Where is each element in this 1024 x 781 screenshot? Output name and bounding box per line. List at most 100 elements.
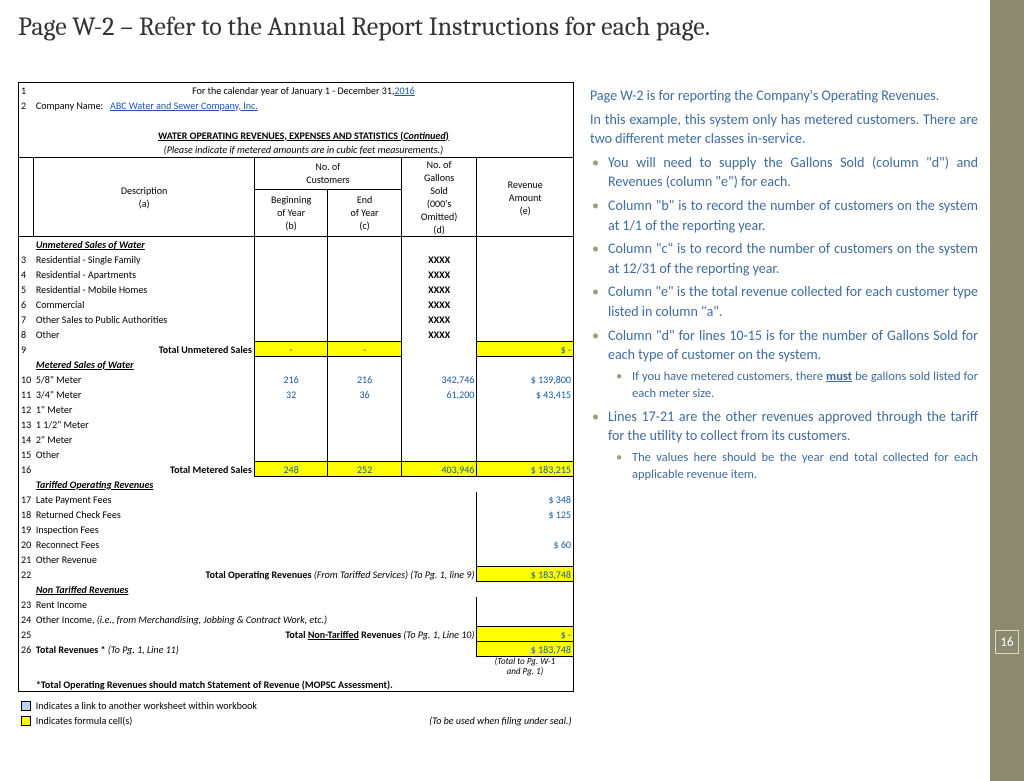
line-num: 10 [19,372,34,387]
line-num: 21 [19,552,34,567]
row-desc: 1" Meter [34,402,254,417]
cell: 32 [254,387,327,402]
line-num: 6 [19,297,34,312]
line-num: 24 [19,612,34,627]
cell: XXXX [401,312,477,327]
cell: $ 348 [477,492,574,507]
row-desc: Residential - Mobile Homes [34,282,254,297]
line-num: 26 [19,642,34,657]
formula-cell: 248 [254,462,327,477]
note-p1: Page W-2 is for reporting the Company's … [590,86,978,106]
line-num: 11 [19,387,34,402]
line-num: 18 [19,507,34,522]
total-revenues-label: Total Revenues * (To Pg. 1, Line 11) [34,642,477,657]
row-desc: Rent Income [34,597,477,612]
line-num: 7 [19,312,34,327]
row-desc: 1 1/2" Meter [34,417,254,432]
page-title: Page W-2 – Refer to the Annual Report In… [18,12,710,42]
note-bullet: Column "e" is the total revenue collecte… [604,282,978,321]
col-end: Endof Year(c) [328,189,401,236]
notes-panel: Page W-2 is for reporting the Company's … [590,86,978,488]
calendar-year: For the calendar year of January 1 - Dec… [34,83,574,98]
worksheet: 1 For the calendar year of January 1 - D… [18,82,574,728]
line-num: 3 [19,252,34,267]
line-num: 22 [19,567,34,582]
formula-cell: 252 [328,462,401,477]
cell: 36 [328,387,401,402]
cell: XXXX [401,327,477,342]
line-num: 15 [19,447,34,462]
row-desc: Returned Check Fees [34,507,477,522]
line-num: 1 [19,83,34,98]
formula-cell: 403,946 [401,462,477,477]
row-desc: 3/4" Meter [34,387,254,402]
line-num: 17 [19,492,34,507]
col-gallons: No. ofGallonsSold(000'sOmitted)(d) [401,158,477,237]
row-desc: Other [34,447,254,462]
section-nontariffed: Non Tariffed Revenues [34,582,477,597]
company-name-link[interactable]: ABC Water and Sewer Company, Inc. [110,99,258,112]
page-number: 16 [995,630,1019,654]
footnote: *Total Operating Revenues should match S… [34,677,574,692]
note-bullet: Column "c" is to record the number of cu… [604,239,978,278]
line-num: 12 [19,402,34,417]
col-desc: Description(a) [34,158,254,237]
cell: XXXX [401,267,477,282]
row-desc: Late Payment Fees [34,492,477,507]
total-operating-label: Total Operating Revenues (From Tariffed … [34,567,477,582]
line-num: 20 [19,537,34,552]
line-num: 16 [19,462,34,477]
total-metered-label: Total Metered Sales [34,462,254,477]
line-num: 8 [19,327,34,342]
cell: $ 139,800 [477,372,574,387]
line-num: 2 [19,98,34,113]
year-link[interactable]: 2016 [394,84,414,97]
section-unmetered: Unmetered Sales of Water [34,237,254,252]
note-bullet: Column "d" for lines 10-15 is for the nu… [604,326,978,403]
row-desc: Other Sales to Public Authorities [34,312,254,327]
row-desc: Other [34,327,254,342]
cell: XXXX [401,282,477,297]
col-customers: No. ofCustomers [254,158,401,190]
legend-yellow: Indicates formula cell(s) [19,713,402,728]
section-metered: Metered Sales of Water [34,357,254,372]
note-p2: In this example, this system only has me… [590,110,978,149]
note-sub-bullet: The values here should be the year end t… [628,449,978,484]
cell: $ 43,415 [477,387,574,402]
cell: XXXX [401,297,477,312]
line-num: 14 [19,432,34,447]
line-num: 5 [19,282,34,297]
total-foot: (Total to Pg. W-1and Pg. 1) [477,657,574,677]
cell: 216 [328,372,401,387]
formula-cell: - [328,342,401,357]
section-tariffed: Tariffed Operating Revenues [34,477,477,492]
note-bullet: You will need to supply the Gallons Sold… [604,153,978,192]
row-desc: Inspection Fees [34,522,477,537]
formula-cell: $ 183,215 [477,462,574,477]
line-num: 4 [19,267,34,282]
legend-blue: Indicates a link to another worksheet wi… [19,698,574,713]
col-revenue: RevenueAmount(e) [477,158,574,237]
cell: $ 60 [477,537,574,552]
note-bullet: Column "b" is to record the number of cu… [604,196,978,235]
cell: $ 125 [477,507,574,522]
note-sub-bullet: If you have metered customers, there mus… [628,368,978,403]
line-num: 19 [19,522,34,537]
line-num: 23 [19,597,34,612]
form-title: WATER OPERATING REVENUES, EXPENSES AND S… [34,128,574,143]
total-unmetered-label: Total Unmetered Sales [34,342,254,357]
total-nontariffed-label: Total Non-Tariffed Revenues (To Pg. 1, L… [34,627,477,642]
formula-cell: $ 183,748 [477,642,574,657]
form-subtitle: (Please indicate if metered amounts are … [34,143,574,158]
row-desc: 5/8" Meter [34,372,254,387]
company-row: Company Name: ABC Water and Sewer Compan… [34,98,574,113]
cell: 216 [254,372,327,387]
formula-cell: $ 183,748 [477,567,574,582]
sidebar [990,0,1024,781]
formula-cell: $ - [477,342,574,357]
seal-note: (To be used when filing under seal.) [401,713,573,728]
line-num: 13 [19,417,34,432]
note-bullet: Lines 17-21 are the other revenues appro… [604,407,978,484]
row-desc: Residential - Single Family [34,252,254,267]
cell: XXXX [401,252,477,267]
